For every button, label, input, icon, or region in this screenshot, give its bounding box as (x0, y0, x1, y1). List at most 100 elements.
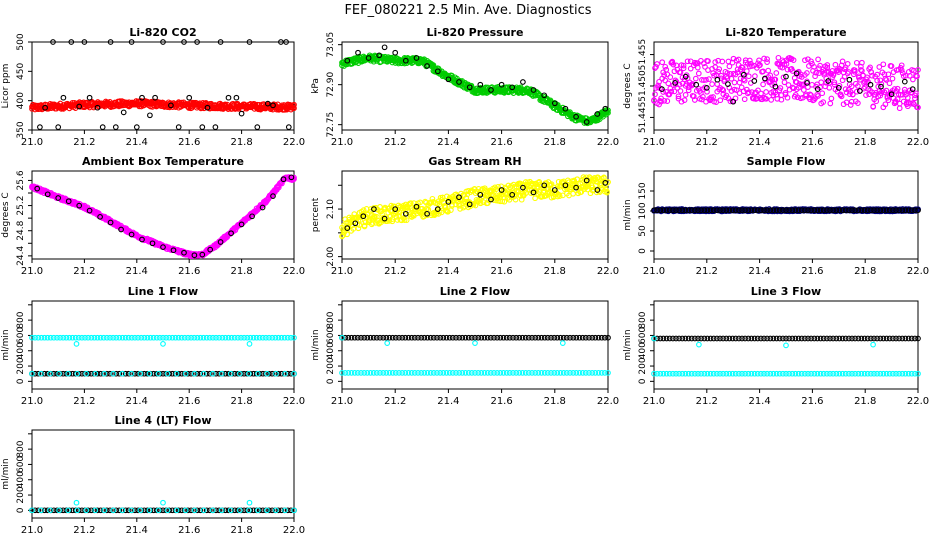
data-point (651, 370, 657, 377)
data-point (47, 334, 54, 341)
data-point (851, 68, 858, 75)
data-point (487, 334, 494, 341)
data-point (466, 84, 473, 91)
chart-line1: Line 1 Flow ml/min 21.0 21.2 21.4 21.6 21.8 22.… (1, 285, 305, 407)
data-point (662, 63, 669, 70)
data-point (890, 207, 896, 214)
data-point (481, 370, 488, 376)
data-point (772, 83, 779, 90)
data-point (280, 176, 287, 183)
data-point (468, 334, 475, 341)
data-point (690, 93, 697, 100)
data-point (213, 507, 219, 514)
data-point (688, 335, 695, 342)
data-point (720, 207, 726, 214)
data-point (666, 370, 673, 377)
x-tick-label: 21.0 (643, 266, 665, 277)
y-tick-label: 0 (326, 378, 336, 384)
data-point (364, 370, 371, 376)
data-point (122, 334, 129, 341)
data-point (424, 210, 430, 217)
y-tick-label: 150 (638, 182, 648, 199)
data-point (767, 370, 774, 377)
data-point (748, 207, 755, 214)
data-point (694, 64, 701, 71)
data-point (477, 191, 484, 198)
data-point (358, 370, 364, 376)
data-point (495, 183, 501, 190)
data-point (29, 370, 35, 377)
data-point (760, 81, 766, 88)
data-point (163, 334, 169, 341)
data-point (764, 335, 770, 342)
data-point (890, 335, 896, 342)
data-point (704, 370, 711, 377)
data-point (125, 507, 132, 514)
data-point (728, 88, 735, 94)
data-point (200, 507, 207, 514)
data-point (278, 507, 285, 514)
data-point (50, 507, 57, 514)
data-point (141, 334, 148, 341)
data-point (107, 334, 113, 341)
data-point (877, 207, 884, 214)
data-point (670, 335, 676, 342)
data-point (256, 507, 263, 514)
data-point (254, 124, 261, 130)
data-point (877, 77, 884, 84)
data-point (863, 92, 869, 98)
data-point (836, 207, 843, 214)
data-point (144, 507, 151, 514)
data-point (783, 73, 789, 80)
data-point (602, 105, 609, 112)
data-point (453, 370, 459, 376)
data-point (491, 370, 497, 376)
data-point (175, 334, 182, 341)
data-point (266, 507, 272, 514)
data-point (206, 334, 213, 341)
data-point (880, 207, 887, 214)
data-point (402, 57, 409, 64)
data-point (238, 110, 245, 117)
data-point (761, 370, 767, 377)
data-point (73, 499, 80, 506)
chart-title: Gas Stream RH (428, 155, 521, 168)
data-point (729, 207, 736, 214)
data-point (849, 335, 855, 342)
data-point (751, 207, 758, 214)
x-tick-label: 21.6 (490, 137, 512, 148)
data-point (839, 58, 846, 65)
data-point (604, 188, 610, 195)
data-point (817, 370, 824, 377)
y-axis-label: ml/min (1, 458, 11, 489)
data-point (790, 57, 797, 63)
data-point (65, 507, 71, 514)
data-point (348, 334, 355, 341)
data-point (348, 370, 355, 376)
data-point (65, 198, 72, 205)
data-point (732, 207, 739, 214)
data-point (85, 334, 91, 341)
data-point (874, 370, 880, 377)
data-point (883, 77, 890, 83)
data-point (72, 334, 79, 341)
data-point (808, 207, 814, 214)
data-point (761, 335, 767, 342)
data-point (729, 335, 736, 342)
x-tick-label: 21.6 (801, 137, 823, 148)
data-point (29, 334, 35, 341)
data-point (417, 199, 423, 206)
data-point (32, 507, 38, 514)
data-point (717, 370, 723, 377)
data-point (720, 370, 726, 377)
data-point (203, 370, 210, 377)
data-point (456, 79, 462, 85)
data-point (206, 507, 213, 514)
data-point (191, 334, 198, 341)
y-tick-label: 72.90 (326, 72, 336, 98)
data-point (586, 370, 592, 376)
data-point (677, 69, 684, 75)
data-point (430, 370, 437, 376)
data-point (380, 334, 387, 341)
data-point (144, 334, 151, 341)
